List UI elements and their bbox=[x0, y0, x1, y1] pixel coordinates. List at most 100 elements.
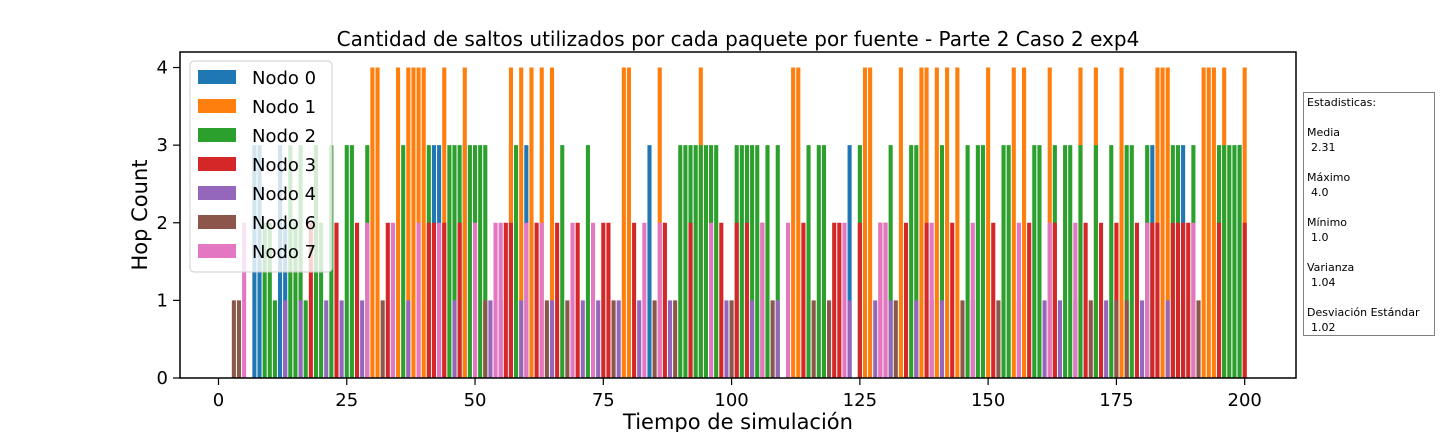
bar-nodo-7 bbox=[493, 222, 498, 378]
bar-nodo-6 bbox=[673, 300, 678, 378]
bar-nodo-1 bbox=[945, 67, 950, 379]
bar-nodo-2 bbox=[272, 300, 277, 378]
bar-nodo-1 bbox=[796, 67, 801, 379]
bar-nodo-3 bbox=[354, 222, 360, 378]
stats-max-label: Máximo bbox=[1307, 171, 1351, 184]
bar-nodo-6 bbox=[1124, 300, 1129, 378]
x-tick-label: 125 bbox=[843, 390, 877, 411]
legend-swatch bbox=[198, 70, 236, 84]
bar-nodo-2 bbox=[1124, 145, 1129, 378]
bar-nodo-3 bbox=[991, 222, 996, 378]
legend-swatch bbox=[198, 244, 236, 258]
bar-nodo-3 bbox=[1186, 222, 1191, 378]
bar-nodo-6 bbox=[483, 300, 488, 378]
legend-label: Nodo 1 bbox=[252, 97, 316, 118]
bar-nodo-2 bbox=[452, 145, 457, 378]
bar-nodo-1 bbox=[986, 67, 991, 379]
legend-label: Nodo 2 bbox=[252, 126, 316, 147]
bar-nodo-2 bbox=[975, 145, 980, 378]
bar-nodo-4 bbox=[596, 300, 601, 378]
bar-nodo-3 bbox=[903, 222, 909, 378]
bar-nodo-4 bbox=[360, 300, 365, 378]
bar-nodo-2 bbox=[319, 222, 324, 378]
bar-nodo-1 bbox=[1160, 67, 1165, 379]
bar-nodo-7 bbox=[842, 222, 847, 378]
x-tick-label: 25 bbox=[335, 390, 358, 411]
legend-label: Nodo 6 bbox=[252, 213, 316, 234]
bar-nodo-4 bbox=[488, 300, 493, 378]
bar-nodo-7 bbox=[709, 222, 714, 378]
bar-nodo-3 bbox=[1098, 222, 1104, 378]
bar-nodo-1 bbox=[406, 67, 411, 379]
x-tick-label: 175 bbox=[1099, 390, 1133, 411]
bar-nodo-2 bbox=[267, 222, 272, 378]
bar-nodo-6 bbox=[893, 300, 898, 378]
bar-nodo-2 bbox=[467, 145, 472, 378]
bar-nodo-7 bbox=[390, 222, 395, 378]
bar-nodo-6 bbox=[1196, 300, 1201, 378]
bar-nodo-1 bbox=[919, 67, 924, 379]
bar-nodo-2 bbox=[483, 145, 488, 378]
bar-nodo-3 bbox=[832, 222, 837, 378]
bar-nodo-7 bbox=[472, 222, 478, 378]
bar-nodo-1 bbox=[868, 67, 873, 379]
bar-nodo-2 bbox=[1093, 145, 1098, 378]
bar-nodo-7 bbox=[929, 222, 934, 378]
stats-mean-label: Media bbox=[1307, 126, 1341, 139]
y-tick-label: 2 bbox=[157, 213, 168, 234]
bar-nodo-1 bbox=[1206, 67, 1211, 379]
bar-nodo-3 bbox=[1216, 222, 1222, 378]
bar-nodo-1 bbox=[370, 67, 375, 379]
bar-nodo-6 bbox=[770, 300, 775, 378]
bar-nodo-1 bbox=[1119, 67, 1124, 379]
bar-nodo-2 bbox=[1227, 145, 1232, 378]
bar-nodo-2 bbox=[693, 145, 698, 378]
bar-nodo-1 bbox=[1211, 67, 1216, 379]
legend-label: Nodo 0 bbox=[252, 68, 316, 89]
bar-nodo-6 bbox=[1114, 300, 1119, 378]
bar-nodo-4 bbox=[888, 300, 893, 378]
bar-nodo-2 bbox=[806, 145, 811, 378]
bar-nodo-6 bbox=[565, 300, 570, 378]
bar-nodo-4 bbox=[667, 300, 673, 378]
bar-nodo-7 bbox=[970, 222, 975, 378]
bar-nodo-1 bbox=[1011, 67, 1016, 379]
bar-nodo-2 bbox=[1001, 145, 1006, 378]
bar-nodo-7 bbox=[365, 222, 370, 378]
bar-nodo-2 bbox=[1129, 145, 1134, 378]
stats-min-value: 1.0 bbox=[1311, 231, 1329, 244]
stats-variance-label: Varianza bbox=[1307, 261, 1355, 274]
bar-nodo-3 bbox=[1170, 222, 1175, 378]
x-tick-label: 100 bbox=[714, 390, 748, 411]
bar-nodo-3 bbox=[837, 222, 842, 378]
bar-nodo-1 bbox=[955, 67, 960, 379]
bar-nodo-7 bbox=[539, 222, 544, 378]
bar-nodo-3 bbox=[744, 222, 750, 378]
bar-nodo-4 bbox=[283, 300, 288, 378]
bar-nodo-7 bbox=[642, 222, 647, 378]
bar-nodo-2 bbox=[262, 222, 267, 378]
bar-nodo-3 bbox=[503, 222, 508, 378]
bar-nodo-3 bbox=[1150, 222, 1155, 378]
legend-swatch bbox=[198, 128, 236, 142]
bar-nodo-1 bbox=[519, 67, 524, 379]
x-tick-label: 150 bbox=[971, 390, 1005, 411]
bar-nodo-1 bbox=[411, 67, 416, 379]
bar-nodo-4 bbox=[324, 300, 329, 378]
bar-nodo-4 bbox=[1140, 300, 1145, 378]
bar-nodo-4 bbox=[1104, 300, 1109, 378]
bar-nodo-4 bbox=[1165, 300, 1170, 378]
y-axis-title: Hop Count bbox=[128, 159, 152, 270]
bar-nodo-3 bbox=[688, 222, 693, 378]
bar-nodo-7 bbox=[785, 222, 791, 378]
bar-nodo-2 bbox=[1222, 145, 1227, 378]
bar-nodo-4 bbox=[750, 300, 755, 378]
bar-nodo-2 bbox=[765, 145, 770, 378]
legend-swatch bbox=[198, 186, 236, 200]
stats-max-value: 4.0 bbox=[1311, 186, 1329, 199]
bar-nodo-3 bbox=[1242, 222, 1247, 378]
bar-nodo-2 bbox=[683, 145, 688, 378]
bar-nodo-3 bbox=[431, 222, 437, 378]
bar-nodo-4 bbox=[406, 300, 411, 378]
y-tick-label: 1 bbox=[157, 290, 168, 311]
